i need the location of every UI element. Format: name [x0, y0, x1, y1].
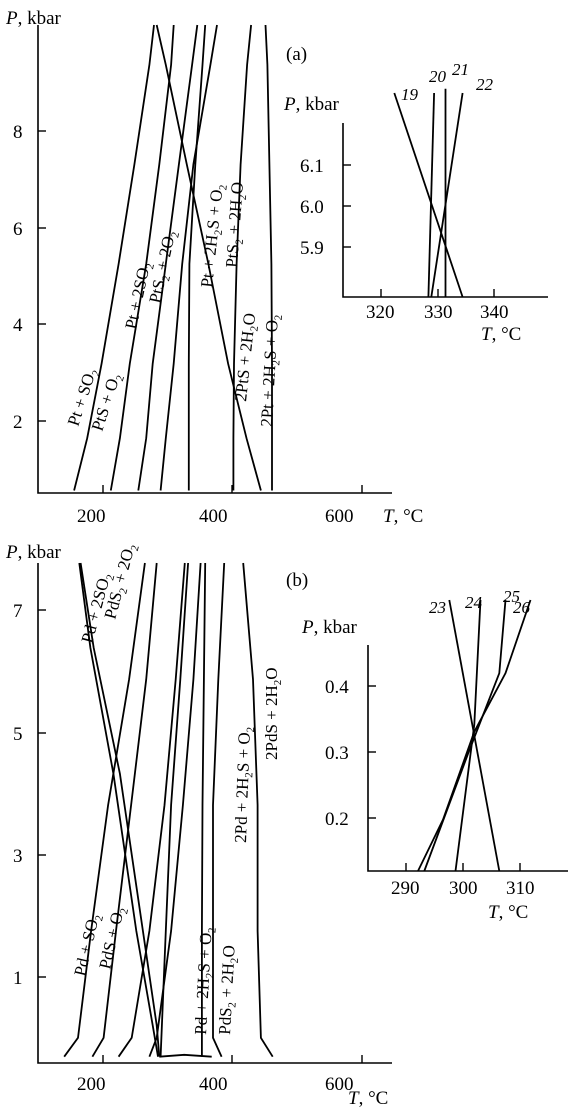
panel-a-inset-plot: (a) P, kbar 6.1 6.0 5.9 320 330 340 T, °… [283, 44, 548, 345]
panel-a-inset-axes [342, 123, 548, 298]
curve-a-main-2pts-2h2o [155, 24, 262, 491]
panel-a-ytick-label: 2 [13, 412, 23, 433]
curve-number-25: 25 [503, 587, 520, 606]
panel-b-ytick-label: 5 [13, 724, 23, 745]
panel-a-ytick-label: 8 [13, 122, 23, 143]
panel-a-inset-xticks: 320 330 340 [366, 289, 509, 323]
panel-a-inset-ytick-label: 6.0 [300, 197, 324, 218]
panel-b-xtick-label: 400 [199, 1074, 228, 1095]
curve-b-main-pds-o2 [91, 562, 158, 1058]
panel-b-inset-axes [367, 645, 568, 872]
panel-b-ylabel: P, kbar [5, 542, 62, 563]
curve-a-main-pts2-2h2o [232, 24, 252, 491]
panel-b-curve-labels: Pd + 2SO2 PdS2 + 2O2 Pd + SO2 PdS + O2 P… [70, 541, 284, 1035]
panel-b-xlabel: T, °C [348, 1088, 388, 1107]
label-2pt-2h2s-o2: 2Pt + 2H2S + O2 [257, 314, 285, 427]
curve-a-main-pts2-2o2 [159, 24, 218, 491]
curve-a-inset-20 [427, 92, 435, 298]
panel-b-inset-ylabel: P, kbar [301, 617, 358, 638]
curve-number-21: 21 [452, 60, 469, 79]
curve-a-main-pts-o2 [109, 24, 175, 491]
panel-b-ytick-label: 3 [13, 846, 23, 867]
panel-b-label: (b) [286, 570, 308, 591]
label-pts2-2h2o: PtS2 + 2H2O [222, 181, 250, 268]
panel-a-ytick-label: 4 [13, 315, 23, 336]
curve-a-main-2pt-2h2s-o2 [264, 24, 273, 491]
panel-a-label: (a) [286, 44, 307, 65]
panel-a-inset-yticks: 6.1 6.0 5.9 [300, 156, 351, 259]
panel-a-inset-ytick-label: 5.9 [300, 238, 324, 259]
curve-b-main-pds2-2h2o [212, 562, 226, 1058]
panel-b-inset-xlabel: T, °C [488, 902, 528, 923]
panel-a-xlabel: T, °C [383, 506, 423, 527]
panel-a-xticks: 200 400 600 [77, 485, 363, 527]
curve-b-inset-24 [454, 599, 482, 872]
curve-number-22: 22 [476, 75, 494, 94]
panel-a-ytick-label: 6 [13, 219, 23, 240]
curve-number-26: 26 [513, 598, 531, 617]
panel-b-xtick-label: 200 [77, 1074, 106, 1095]
panel-b-yticks: 7 5 3 1 [13, 601, 46, 989]
panel-b-xtick-label: 600 [325, 1074, 354, 1095]
curve-b-main-2pds-2h2o [159, 1053, 212, 1058]
panel-b-inset-ytick-label: 0.2 [325, 809, 349, 830]
panel-a-inset-xlabel: T, °C [481, 324, 521, 345]
panel-b-inset-yticks: 0.4 0.3 0.2 [325, 677, 376, 830]
label-pd-2h2s-o2: Pd + 2H2S + O2 [191, 927, 219, 1036]
panel-a-ylabel: P, kbar [5, 8, 62, 29]
panel-b-axes [37, 563, 392, 1064]
panel-a-inset-curves [393, 88, 464, 298]
curve-number-24: 24 [465, 593, 483, 612]
curve-number-19: 19 [401, 85, 419, 104]
label-pds-o2: PdS + O2 [95, 905, 131, 972]
panel-b-inset-ytick-label: 0.4 [325, 677, 349, 698]
panel-b-inset-xtick-label: 290 [391, 878, 420, 899]
curve-b-main-c5 [159, 562, 189, 1057]
curve-a-inset-19 [393, 92, 464, 298]
panel-b-inset-plot: (b) P, kbar 0.4 0.3 0.2 290 300 310 T, °… [286, 570, 568, 923]
panel-a-inset-ytick-label: 6.1 [300, 156, 324, 177]
panel-a-inset-xtick-label: 340 [480, 302, 509, 323]
panel-a-curves [73, 24, 273, 491]
panel-b-inset-xtick-label: 300 [449, 878, 478, 899]
panel-a-main-plot: P, kbar 8 6 4 2 200 400 600 T, °C Pt + S… [5, 8, 423, 527]
panel-a-xtick-label: 200 [77, 506, 106, 527]
curve-a-inset-22 [430, 92, 464, 298]
panel-a-inset-curve-numbers: 19 20 21 22 [401, 60, 494, 104]
curve-b-main-pd-2h2s-o2 [201, 562, 207, 1057]
curve-b-main-c4 [148, 562, 202, 1058]
panel-a-yticks: 8 6 4 2 [13, 122, 46, 433]
panel-b-inset-xtick-label: 310 [506, 878, 535, 899]
curve-b-main-c3 [117, 562, 186, 1058]
curve-b-inset-26 [417, 599, 532, 872]
panel-a-xtick-label: 600 [325, 506, 354, 527]
panel-b-ytick-label: 7 [13, 601, 23, 622]
panel-b-inset-ytick-label: 0.3 [325, 743, 349, 764]
panel-b-curves [63, 562, 274, 1058]
curve-b-main-pd-so2 [63, 562, 146, 1058]
label-2pds-2h2o: 2PdS + 2H2O [262, 667, 284, 760]
panel-b-main-plot: P, kbar 7 5 3 1 200 400 600 T, °C Pd + 2… [5, 541, 392, 1107]
panel-b-inset-curve-numbers: 23 24 25 26 [429, 587, 531, 617]
label-pds2-2h2o: PdS2 + 2H2O [215, 945, 242, 1036]
label-2pd-2h2s-o2: 2Pd + 2H2S + O2 [231, 726, 257, 843]
panel-a-axes [37, 25, 392, 494]
curve-a-main-pt-2h2s-o2 [187, 24, 207, 491]
curve-b-inset-25 [423, 599, 507, 872]
curve-number-23: 23 [429, 598, 446, 617]
panel-b-inset-curves [417, 599, 532, 872]
panel-a-inset-xtick-label: 330 [424, 302, 453, 323]
panel-a-inset-ylabel: P, kbar [283, 94, 340, 115]
curve-a-main-pt-so2 [73, 24, 155, 491]
panel-a-curve-labels: Pt + SO2 PtS + O2 Pt + 2SO2 PtS2 + 2O2 P… [64, 181, 285, 434]
panel-a-inset-xtick-label: 320 [366, 302, 395, 323]
panel-b-inset-xticks: 290 300 310 [391, 863, 535, 899]
curve-a-main-pt-2so2 [137, 24, 199, 491]
panel-a-xtick-label: 400 [199, 506, 228, 527]
curve-number-20: 20 [429, 67, 447, 86]
panel-b-xticks: 200 400 600 [77, 1055, 363, 1095]
curve-b-main-2pd-2h2s-o2 [242, 562, 274, 1058]
panel-b-ytick-label: 1 [13, 968, 23, 989]
